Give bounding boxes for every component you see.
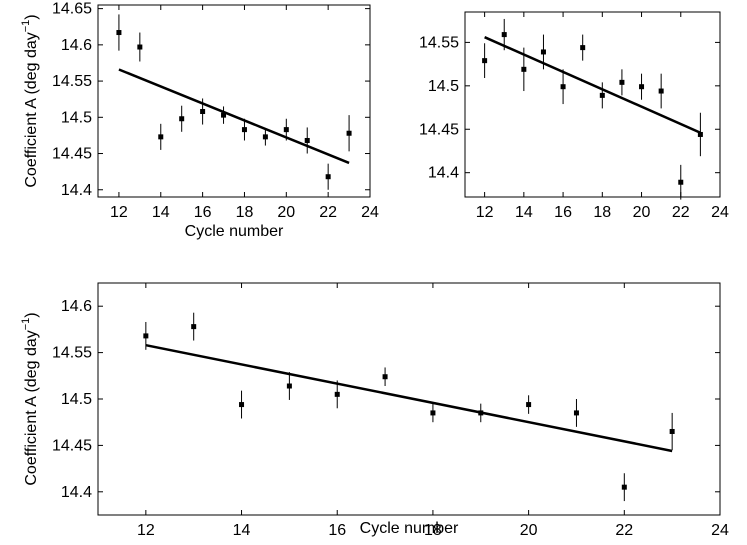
plot-frame [464,11,721,198]
x-tick-label: 16 [328,522,346,539]
data-point [325,174,331,180]
data-point [191,324,197,330]
panel-top-left-marks: 12 14 16 18 20 22 24 14.4 14.45 14.5 14.55 14.6 14.6… [52,1,379,221]
data-point [580,45,586,51]
panel-top-left: 12 14 16 18 20 22 24 14.4 14.45 14.5 14.55 14.6 14.6… [20,1,379,240]
fit-line [484,36,701,134]
y-tick-label: 14.6 [61,298,92,315]
panel-top-right-marks: 12 14 16 18 20 22 24 14.4 14.45 14.5 14.55 [419,12,729,221]
x-tick-label: 24 [361,204,379,221]
data-point [304,137,310,143]
data-point [573,410,579,416]
data-point [239,402,245,408]
y-tick-label: 14.45 [419,121,459,138]
data-point [382,374,388,380]
data-point [241,127,247,133]
data-point [526,402,532,408]
x-tick-label: 18 [236,204,254,221]
data-point [482,58,488,64]
data-point [346,130,352,136]
data-point [658,88,664,94]
y-axis-label: Coefficient A (deg day−1) [20,312,40,485]
y-tick-label: 14.45 [52,437,92,454]
x-tick-label: 22 [615,522,633,539]
data-point [137,44,143,50]
data-point [678,179,684,185]
y-tick-label: 14.5 [61,109,92,126]
data-point [179,116,185,122]
plot-frame [97,282,721,516]
data-point [116,30,122,36]
x-axis-label: Cycle number [360,520,459,537]
y-tick-label: 14.55 [52,345,92,362]
data-point [599,92,605,98]
y-tick-label: 14.5 [61,391,92,408]
data-point [639,84,645,90]
x-tick-label: 12 [110,204,128,221]
data-point [697,131,703,137]
x-tick-label: 16 [194,204,212,221]
x-tick-label: 16 [554,204,572,221]
x-tick-label: 22 [319,204,337,221]
y-tick-label: 14.4 [61,484,92,501]
data-point [143,333,149,339]
data-point [158,134,164,140]
y-tick-label: 14.55 [419,34,459,51]
x-tick-label: 22 [672,204,690,221]
x-tick-label: 20 [520,522,538,539]
data-point [200,109,206,115]
x-tick-label: 24 [711,522,729,539]
y-tick-label: 14.5 [428,78,459,95]
panel-top-right: 12 14 16 18 20 22 24 14.4 14.45 14.5 14.55 [419,11,729,221]
data-point [221,112,227,118]
y-tick-label: 14.4 [61,182,92,199]
data-point [283,127,289,133]
y-tick-label: 14.55 [52,73,92,90]
x-axis-label: Cycle number [185,223,284,240]
data-point [521,66,527,72]
fit-line [145,343,673,453]
data-point [286,383,292,389]
fit-line [118,68,350,165]
panel-bottom: 12 14 16 18 20 22 24 14.4 14.45 14.5 14.55 14.6 Cyc… [20,282,729,539]
data-point [669,428,675,434]
plot-frame [97,4,371,198]
x-tick-label: 14 [152,204,170,221]
y-tick-label: 14.65 [52,1,92,18]
data-point [540,49,546,55]
x-tick-label: 20 [277,204,295,221]
data-point [430,410,436,416]
panel-bottom-marks: 12 14 16 18 20 22 24 14.4 14.45 14.5 14.55 14.6 [52,283,729,539]
y-tick-label: 14.4 [428,165,459,182]
data-point [262,134,268,140]
x-tick-label: 12 [137,522,155,539]
data-point [560,84,566,90]
data-point [621,484,627,490]
x-tick-label: 24 [711,204,729,221]
x-tick-label: 18 [424,522,442,539]
data-point [334,391,340,397]
y-tick-label: 14.45 [52,146,92,163]
data-point [501,32,507,38]
x-tick-label: 14 [233,522,251,539]
y-axis-label: Coefficient A (deg day−1) [20,14,40,187]
x-tick-label: 18 [593,204,611,221]
y-tick-label: 14.6 [61,37,92,54]
data-point [619,79,625,85]
x-tick-label: 14 [515,204,533,221]
x-tick-label: 12 [476,204,494,221]
x-tick-label: 20 [633,204,651,221]
